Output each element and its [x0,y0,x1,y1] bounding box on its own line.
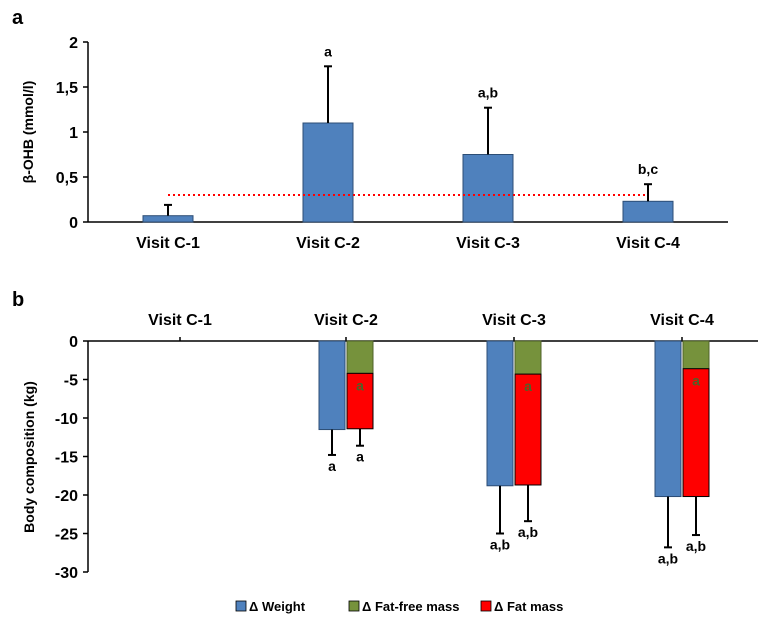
panel-b-y-tick-label: -30 [55,565,78,582]
legend-label: Δ Weight [249,599,306,614]
panel-b-y-tick-label: -10 [55,411,78,428]
panel-a-y-tick-label: 2 [69,35,78,52]
panel-a-y-axis-label: β-OHB (mmol/l) [20,81,36,184]
legend-swatch [348,600,360,612]
panel-b: b Body composition (kg) 0 -5 -10 -15 -20 -25 -… [12,289,758,614]
legend-label: Δ Fat-free mass [362,599,460,614]
panel-a-significance-label: a [324,43,332,59]
panel-label-b: b [12,289,24,311]
panel-b-bars: a a a a,b a,b a a,b a,b a [318,340,710,566]
panel-b-weight-bar [318,340,346,431]
panel-b-y-tick-label: 0 [69,334,78,351]
panel-b-y-tick-label: -15 [55,450,78,467]
panel-b-weight-bar [654,340,682,498]
panel-b-weight-significance-label: a [328,458,336,474]
legend-swatch [235,600,247,612]
panel-b-weight-significance-label: a,b [658,550,678,566]
panel-a-axes: 0 0,5 1 1,5 2 Visit C-1 Visit C-2 Visit C-3 Visi… [56,35,728,252]
panel-b-fat-free-mass-significance-label: a [356,377,364,393]
panel-b-fat-free-mass-significance-label: a [524,378,532,394]
panel-a-y-tick-label: 0 [69,215,78,232]
panel-b-fat-free-mass-significance-label: a [692,373,700,389]
panel-b-category-label: Visit C-4 [650,312,714,329]
panel-b-category-label: Visit C-1 [148,312,212,329]
panel-b-axes: 0 -5 -10 -15 -20 -25 -30 Visit C-1 Visit C-2 Visi… [55,312,758,582]
panel-b-fat-mass-bar [346,372,374,430]
panel-b-fat-free-mass-bar [682,340,710,370]
panel-b-y-tick-label: -25 [55,527,78,544]
panel-b-fat-mass-significance-label: a,b [686,538,706,554]
panel-a-y-tick-label: 1,5 [56,80,78,97]
panel-a: a β-OHB (mmol/l) 0 0,5 1 1,5 2 Visit C-1 Visit… [12,7,728,252]
panel-a-bar [462,154,514,223]
panel-b-fat-mass-significance-label: a [356,449,364,465]
panel-b-fat-mass-significance-label: a,b [518,524,538,540]
panel-a-y-tick-label: 0,5 [56,170,78,187]
panel-b-fat-free-mass-bar [514,340,542,375]
panel-b-fat-free-mass-bar [346,340,374,374]
panel-b-category-label: Visit C-2 [314,312,378,329]
panel-a-category-label: Visit C-2 [296,235,360,252]
panel-a-bar [142,215,194,223]
panel-b-weight-significance-label: a,b [490,537,510,553]
panel-b-y-tick-label: -20 [55,488,78,505]
panel-a-significance-label: b,c [638,161,658,177]
panel-a-bar [302,122,354,223]
panel-label-a: a [12,7,24,29]
panel-a-significance-label: a,b [478,85,498,101]
panel-a-bar [622,200,674,223]
panel-b-fat-mass-bar [682,368,710,498]
legend-label: Δ Fat mass [494,599,563,614]
panel-a-category-label: Visit C-3 [456,235,520,252]
panel-b-category-label: Visit C-3 [482,312,546,329]
panel-b-weight-bar [486,340,514,487]
panel-b-y-axis-label: Body composition (kg) [21,381,37,533]
panel-a-bars: a a,b b,c [142,43,674,223]
panel-a-category-label: Visit C-4 [616,235,680,252]
panel-b-fat-mass-bar [514,373,542,486]
panel-b-y-tick-label: -5 [64,373,78,390]
legend: Δ Weight Δ Fat-free mass Δ Fat mass [235,599,563,614]
legend-swatch [480,600,492,612]
panel-a-y-tick-label: 1 [69,125,78,142]
panel-a-category-label: Visit C-1 [136,235,200,252]
